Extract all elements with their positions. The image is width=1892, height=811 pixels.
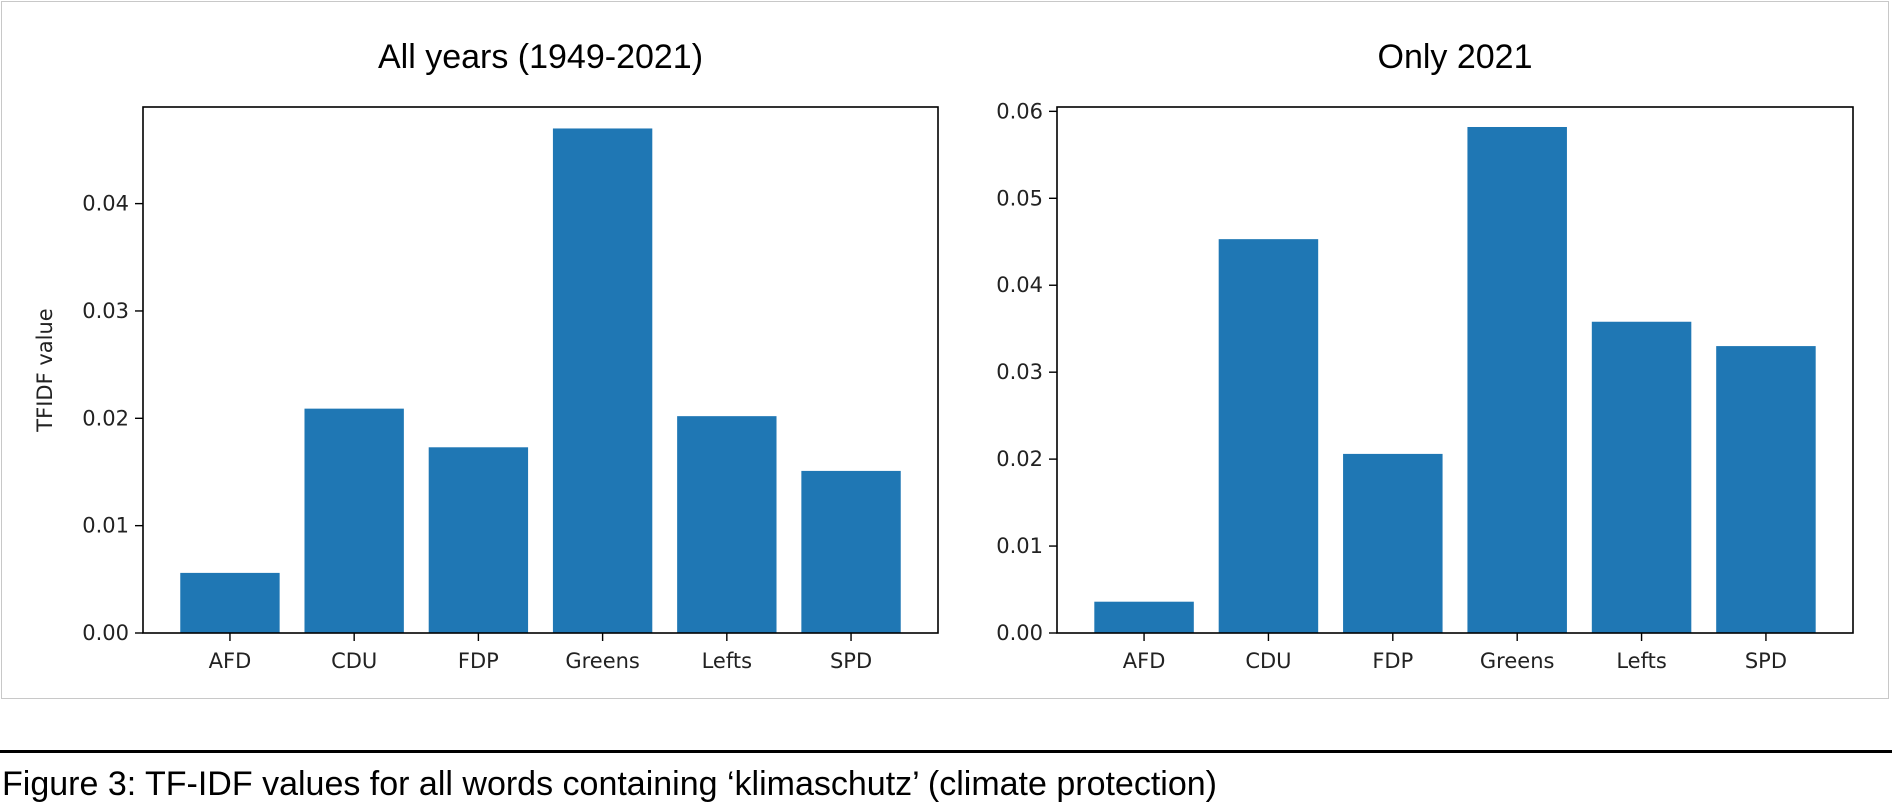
y-tick-label: 0.02 bbox=[996, 447, 1043, 471]
x-tick-label: Lefts bbox=[1616, 649, 1666, 673]
y-tick-label: 0.03 bbox=[82, 299, 129, 323]
chart-canvas: All years (1949-2021) AFD CDU FDP Greens Left… bbox=[33, 38, 1854, 673]
bar-spd bbox=[801, 470, 901, 633]
y-tick-label: 0.01 bbox=[996, 534, 1043, 558]
figure-frame: All years (1949-2021) AFD CDU FDP Greens Left… bbox=[1, 1, 1889, 699]
x-tick-label: CDU bbox=[1245, 649, 1291, 673]
y-tick-label: 0.04 bbox=[82, 192, 129, 216]
plot-frame bbox=[1056, 106, 1854, 634]
bar-fdp bbox=[428, 447, 529, 633]
x-tick-label: Greens bbox=[1480, 649, 1555, 673]
bar-lefts bbox=[677, 416, 777, 633]
x-tick-label: CDU bbox=[331, 649, 377, 673]
y-tick-label: 0.01 bbox=[82, 514, 129, 538]
y-tick-label: 0.00 bbox=[82, 621, 129, 645]
plot-frame bbox=[142, 106, 939, 634]
figure-caption: Figure 3: TF-IDF values for all words co… bbox=[2, 765, 1217, 803]
bar-greens bbox=[1467, 126, 1567, 633]
bar-lefts bbox=[1591, 321, 1692, 633]
x-tick-label: AFD bbox=[209, 649, 252, 673]
bar-afd bbox=[1094, 601, 1194, 633]
y-tick-label: 0.06 bbox=[996, 99, 1043, 123]
y-tick-label: 0.03 bbox=[996, 360, 1043, 384]
chart-panel-2: Only 2021 AFD CDU FDP Greens Lefts SPD 0.00 0.01… bbox=[996, 38, 1854, 673]
y-tick-label: 0.04 bbox=[996, 273, 1043, 297]
bar-greens bbox=[552, 128, 653, 633]
x-tick-label: SPD bbox=[1745, 649, 1787, 673]
bar-spd bbox=[1716, 346, 1816, 633]
bar-fdp bbox=[1343, 453, 1443, 633]
x-tick-label: FDP bbox=[458, 649, 499, 673]
y-tick-label: 0.05 bbox=[996, 186, 1043, 210]
y-tick-label: 0.00 bbox=[996, 621, 1043, 645]
chart-title: All years (1949-2021) bbox=[378, 38, 703, 76]
x-tick-label: FDP bbox=[1372, 649, 1413, 673]
chart-title: Only 2021 bbox=[1378, 38, 1533, 76]
x-tick-label: SPD bbox=[830, 649, 872, 673]
bar-afd bbox=[180, 572, 280, 633]
caption-rule bbox=[0, 750, 1892, 753]
y-axis-label: TFIDF value bbox=[33, 308, 57, 432]
x-tick-label: AFD bbox=[1123, 649, 1166, 673]
x-tick-label: Greens bbox=[565, 649, 640, 673]
y-tick-label: 0.02 bbox=[82, 406, 129, 430]
bar-cdu bbox=[1218, 239, 1319, 633]
chart-panel-1: All years (1949-2021) AFD CDU FDP Greens Left… bbox=[33, 38, 939, 673]
x-tick-label: Lefts bbox=[702, 649, 752, 673]
bar-cdu bbox=[304, 408, 404, 633]
